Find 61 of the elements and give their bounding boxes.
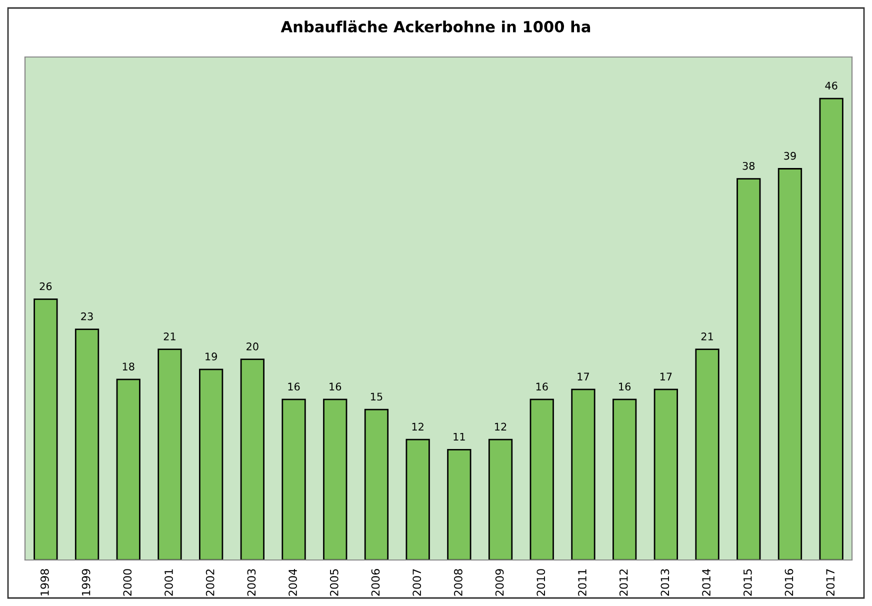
x-tick-label: 2008 bbox=[454, 569, 462, 596]
data-label: 12 bbox=[412, 422, 424, 431]
data-label: 16 bbox=[330, 382, 342, 391]
x-tick-label: 2004 bbox=[288, 568, 297, 596]
x-tick-label: 2005 bbox=[330, 569, 338, 596]
data-label: 16 bbox=[288, 382, 300, 391]
x-tick-label: 2002 bbox=[206, 569, 214, 596]
x-tick-label: 2014 bbox=[702, 568, 710, 596]
bar bbox=[158, 348, 182, 560]
data-label: 16 bbox=[619, 382, 631, 391]
x-tick-label: 2007 bbox=[412, 569, 422, 596]
data-label: 46 bbox=[825, 82, 838, 90]
x-tick-label: 2010 bbox=[536, 569, 546, 596]
data-label: 18 bbox=[122, 362, 134, 370]
data-label: 26 bbox=[40, 282, 52, 290]
bar bbox=[323, 398, 348, 560]
x-tick-label: 2012 bbox=[619, 569, 628, 596]
data-label: 39 bbox=[784, 152, 796, 160]
data-label: 21 bbox=[164, 332, 176, 340]
bar bbox=[74, 328, 100, 560]
data-label: 17 bbox=[660, 372, 672, 380]
bar bbox=[364, 408, 389, 560]
x-tick-label: 2017 bbox=[826, 569, 835, 596]
data-label: 12 bbox=[495, 422, 506, 431]
x-tick-label: 2013 bbox=[660, 569, 670, 596]
bar bbox=[819, 98, 844, 560]
bar bbox=[488, 438, 513, 560]
data-label: 38 bbox=[742, 162, 755, 170]
bar bbox=[695, 348, 720, 560]
data-label: 19 bbox=[206, 352, 217, 360]
x-tick-label: 1999 bbox=[82, 569, 90, 596]
x-tick-label: 2011 bbox=[578, 569, 586, 596]
bar bbox=[282, 398, 306, 560]
bar bbox=[447, 448, 472, 560]
x-tick-label: 2016 bbox=[784, 569, 794, 596]
data-label: 16 bbox=[536, 382, 548, 391]
data-label: 11 bbox=[454, 432, 465, 441]
x-tick-label: 2000 bbox=[123, 569, 132, 596]
bar bbox=[530, 398, 554, 560]
bar bbox=[240, 358, 264, 560]
bar bbox=[612, 398, 637, 560]
data-label: 23 bbox=[81, 312, 93, 320]
x-tick-label: 2009 bbox=[495, 569, 504, 596]
data-label: 21 bbox=[701, 332, 713, 340]
bar bbox=[406, 438, 430, 560]
bar bbox=[116, 378, 140, 560]
bar bbox=[34, 298, 58, 560]
x-tick-label: 2003 bbox=[247, 569, 256, 596]
x-tick-label: 2015 bbox=[743, 569, 752, 596]
bar bbox=[736, 178, 761, 560]
data-label: 20 bbox=[246, 342, 258, 350]
x-tick-label: 2006 bbox=[371, 569, 380, 596]
bar bbox=[778, 168, 802, 560]
bar bbox=[199, 368, 224, 560]
chart-title: Anbaufläche Ackerbohne in 1000 ha bbox=[280, 20, 590, 32]
x-tick-label: 1998 bbox=[40, 569, 49, 596]
bar bbox=[654, 388, 678, 560]
data-label: 15 bbox=[370, 392, 382, 401]
x-tick-label: 2001 bbox=[164, 569, 173, 596]
data-label: 17 bbox=[578, 372, 589, 380]
bar bbox=[571, 388, 596, 560]
